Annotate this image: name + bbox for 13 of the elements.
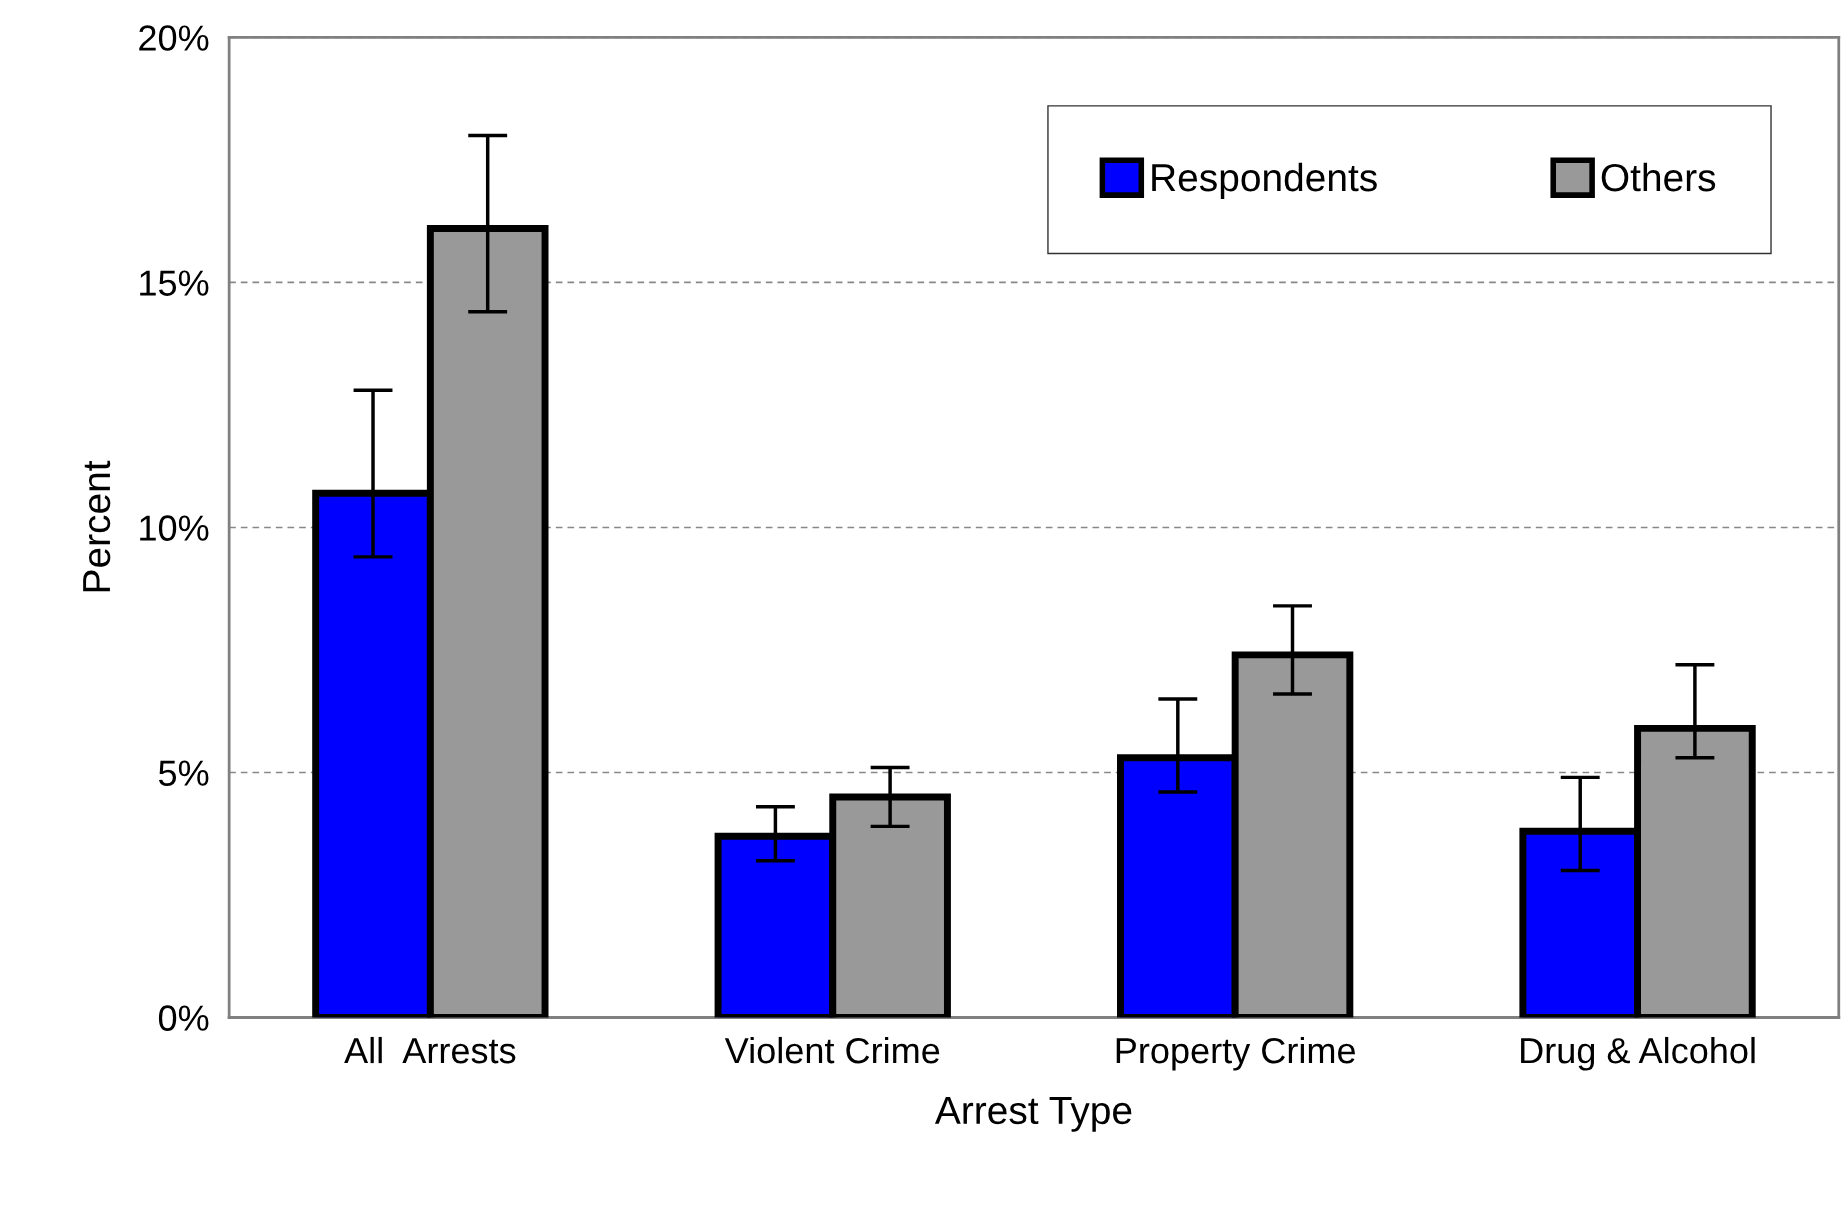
y-tick-label: 15% <box>140 270 209 296</box>
y-tick-label: 20% <box>139 25 209 51</box>
x-tick-label: Property Crime <box>1116 1036 1355 1071</box>
legend-label: Others <box>1601 162 1716 192</box>
x-tick-label: All Arrests <box>344 1036 516 1064</box>
x-tick-label: Violent Crime <box>724 1036 940 1064</box>
y-tick-label: 5% <box>158 760 209 786</box>
y-tick-label: 0% <box>158 1005 209 1031</box>
x-axis-title: Arrest Type <box>934 1097 1132 1132</box>
legend-label: Respondents <box>1152 162 1377 200</box>
y-axis-title: Percent <box>83 460 111 592</box>
y-tick-label: 10% <box>140 515 209 541</box>
x-tick-label: Drug & Alcohol <box>1521 1036 1755 1071</box>
